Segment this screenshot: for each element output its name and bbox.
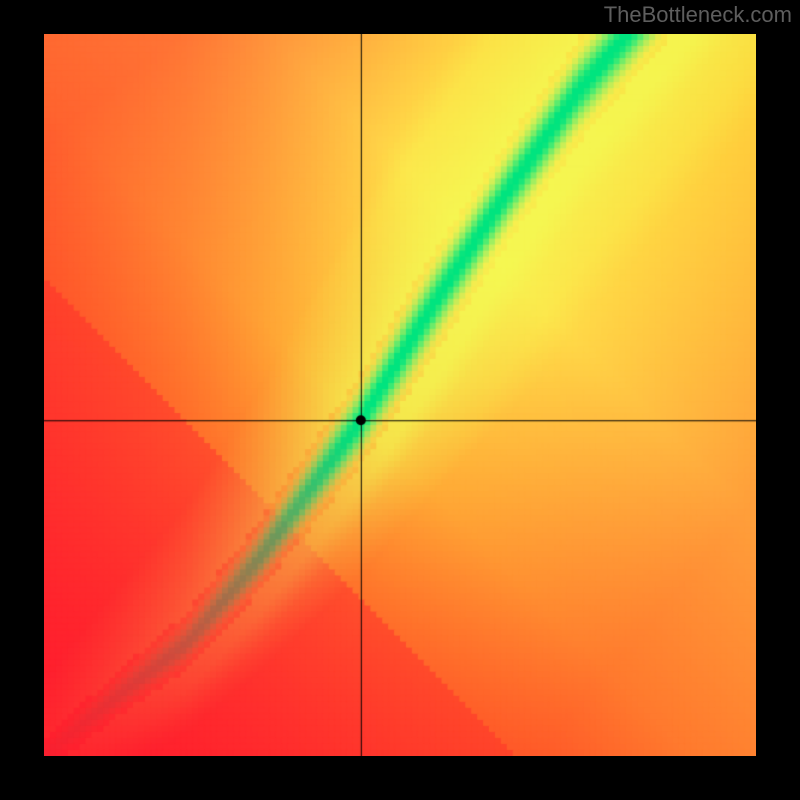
watermark-text: TheBottleneck.com xyxy=(604,2,792,28)
bottleneck-heatmap xyxy=(44,34,756,756)
chart-container: TheBottleneck.com xyxy=(0,0,800,800)
